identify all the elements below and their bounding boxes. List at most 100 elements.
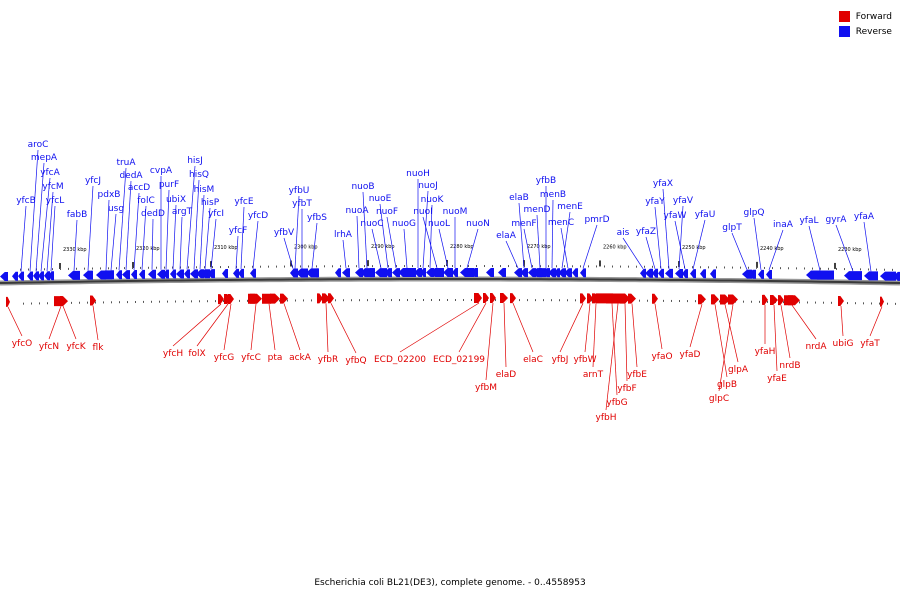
reverse-gene-arrow[interactable] [748,269,756,279]
forward-gene-arrow[interactable] [317,293,323,304]
reverse-gene-arrow[interactable] [426,268,434,278]
forward-gene-arrow[interactable] [720,294,730,305]
reverse-gene-arrow[interactable] [313,268,319,278]
forward-gene-arrow[interactable] [510,293,516,304]
reverse-gene-arrow[interactable] [157,269,165,279]
reverse-gene-arrow[interactable] [296,268,308,278]
reverse-gene-arrow[interactable] [658,268,664,278]
reverse-gene-arrow[interactable] [83,270,93,280]
reverse-gene-arrow[interactable] [27,271,33,281]
reverse-gene-arrow[interactable] [196,269,204,279]
forward-gene-arrow[interactable] [698,294,706,305]
reverse-gene-arrow[interactable] [554,268,560,278]
reverse-gene-arrow[interactable] [170,269,176,279]
forward-gene-arrow[interactable] [500,293,508,304]
reverse-gene-arrow[interactable] [470,268,478,278]
forward-gene-arrow[interactable] [218,294,224,305]
reverse-gene-arrow[interactable] [893,271,900,281]
reverse-gene-arrow[interactable] [416,268,422,278]
forward-gene-arrow[interactable] [788,295,798,306]
reverse-gene-arrow[interactable] [0,272,8,281]
reverse-gene-arrow[interactable] [176,269,184,279]
reverse-gene-arrow[interactable] [250,268,256,278]
reverse-gene-arrow[interactable] [222,269,228,279]
reverse-gene-arrow[interactable] [342,268,350,278]
reverse-gene-arrow[interactable] [384,268,392,278]
reverse-gene-arrow[interactable] [742,269,752,279]
reverse-gene-arrow[interactable] [116,270,122,280]
reverse-gene-arrow[interactable] [33,271,39,281]
reverse-gene-arrow[interactable] [12,271,18,281]
reverse-gene-arrow[interactable] [48,271,54,281]
reverse-gene-arrow[interactable] [420,268,426,278]
forward-gene-arrow[interactable] [628,293,636,304]
reverse-gene-arrow[interactable] [652,268,658,278]
reverse-gene-arrow[interactable] [520,268,528,278]
reverse-gene-arrow[interactable] [375,268,387,278]
reverse-gene-arrow[interactable] [514,268,522,278]
forward-gene-arrow[interactable] [587,293,593,304]
reverse-gene-arrow[interactable] [290,268,296,278]
reverse-gene-arrow[interactable] [122,270,130,280]
reverse-gene-arrow[interactable] [498,268,506,278]
forward-gene-arrow[interactable] [490,293,496,304]
forward-gene-arrow[interactable] [712,294,718,305]
forward-gene-arrow[interactable] [60,296,66,307]
forward-gene-arrow[interactable] [483,293,489,304]
reverse-gene-arrow[interactable] [139,269,145,279]
reverse-gene-arrow[interactable] [542,268,550,278]
reverse-gene-arrow[interactable] [207,269,215,279]
forward-gene-arrow[interactable] [280,293,288,304]
reverse-gene-arrow[interactable] [690,269,696,279]
reverse-gene-arrow[interactable] [665,268,673,278]
forward-gene-arrow[interactable] [652,293,658,304]
reverse-gene-arrow[interactable] [238,268,244,278]
reverse-gene-arrow[interactable] [392,268,400,278]
reverse-gene-arrow[interactable] [572,268,578,278]
reverse-gene-arrow[interactable] [355,268,363,278]
reverse-gene-arrow[interactable] [18,271,24,281]
reverse-gene-arrow[interactable] [96,270,106,280]
reverse-gene-arrow[interactable] [564,268,572,278]
reverse-gene-arrow[interactable] [844,271,862,281]
reverse-gene-arrow[interactable] [148,269,156,279]
reverse-gene-arrow[interactable] [640,268,646,278]
forward-gene-arrow[interactable] [270,293,280,304]
reverse-gene-arrow[interactable] [700,269,706,279]
reverse-gene-arrow[interactable] [864,271,878,281]
reverse-gene-arrow[interactable] [190,269,198,279]
reverse-gene-arrow[interactable] [44,271,50,281]
reverse-gene-arrow[interactable] [430,268,444,278]
reverse-gene-arrow[interactable] [335,268,341,278]
reverse-gene-arrow[interactable] [108,270,114,280]
reverse-gene-arrow[interactable] [532,268,542,278]
reverse-gene-arrow[interactable] [444,268,450,278]
forward-gene-arrow[interactable] [228,293,234,304]
reverse-gene-arrow[interactable] [200,269,210,279]
forward-gene-arrow[interactable] [838,295,844,306]
forward-gene-arrow[interactable] [248,293,260,304]
reverse-gene-arrow[interactable] [528,268,536,278]
forward-gene-arrow[interactable] [880,296,884,307]
forward-gene-arrow[interactable] [770,295,778,306]
reverse-gene-arrow[interactable] [131,270,137,280]
forward-gene-arrow[interactable] [90,295,96,306]
forward-gene-arrow[interactable] [728,294,738,305]
reverse-gene-arrow[interactable] [645,268,653,278]
reverse-gene-arrow[interactable] [233,268,239,278]
forward-gene-arrow[interactable] [580,293,586,304]
reverse-gene-arrow[interactable] [452,268,458,278]
reverse-gene-arrow[interactable] [675,269,683,278]
reverse-gene-arrow[interactable] [365,268,375,278]
forward-gene-arrow[interactable] [6,296,10,307]
reverse-gene-arrow[interactable] [548,268,556,278]
reverse-gene-arrow[interactable] [766,269,772,279]
reverse-gene-arrow[interactable] [163,269,169,279]
reverse-gene-arrow[interactable] [812,270,832,280]
forward-gene-arrow[interactable] [610,293,630,304]
forward-gene-arrow[interactable] [778,295,784,306]
reverse-gene-arrow[interactable] [758,269,764,279]
reverse-gene-arrow[interactable] [580,268,586,278]
reverse-gene-arrow[interactable] [38,271,44,281]
reverse-gene-arrow[interactable] [460,268,474,278]
